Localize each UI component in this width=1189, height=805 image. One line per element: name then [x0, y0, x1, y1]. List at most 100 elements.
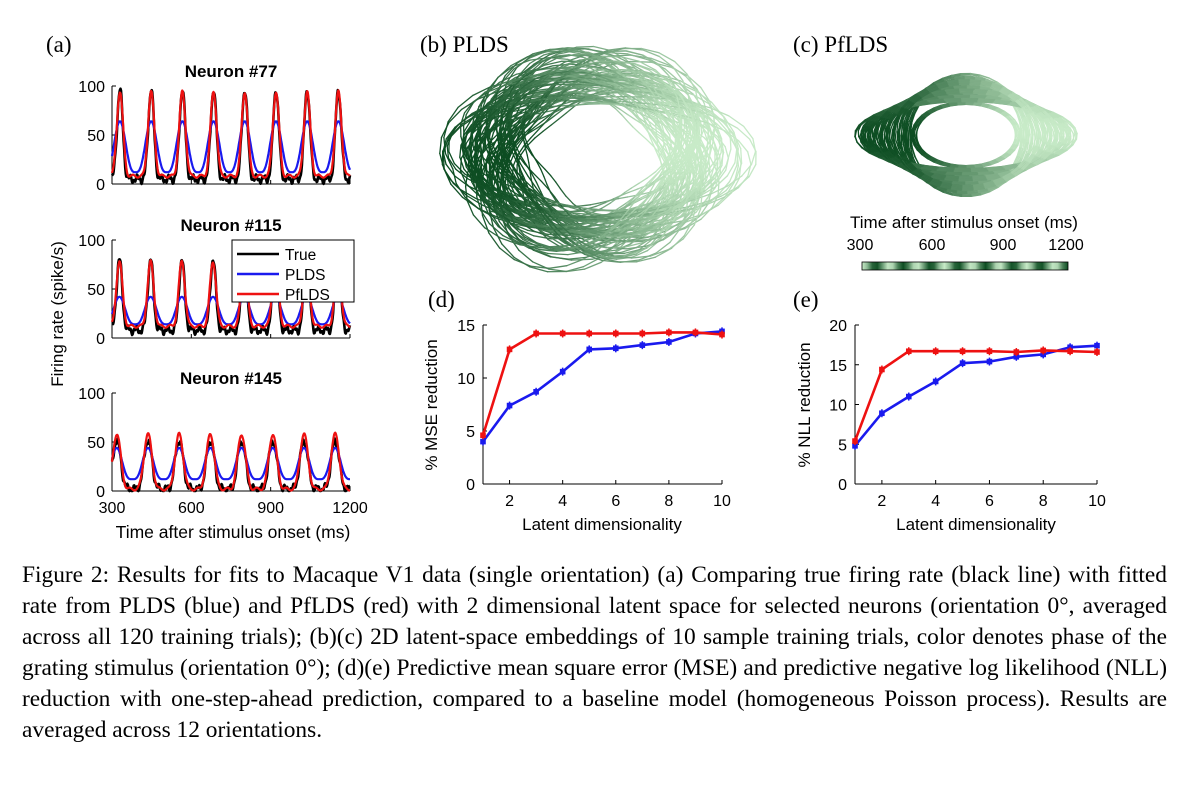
trajectory-segment — [478, 94, 490, 107]
trajectory-segment — [549, 98, 561, 106]
trajectory-segment — [934, 106, 944, 110]
trajectory-segment — [562, 238, 576, 248]
trajectory-segment — [587, 73, 606, 81]
trajectory-segment — [1017, 112, 1022, 122]
trajectory-segment — [1016, 134, 1019, 141]
trajectory-segment — [628, 218, 644, 222]
x-tick-label: 900 — [257, 500, 284, 517]
trajectory-segment — [573, 53, 594, 56]
trajectory-segment — [543, 60, 563, 67]
trajectory-segment — [505, 163, 514, 178]
trajectory-segment — [522, 238, 539, 248]
trajectory-segment — [1013, 144, 1019, 151]
trajectory-segment — [649, 100, 657, 114]
trajectory-segment — [504, 196, 509, 212]
trajectory-segment — [529, 266, 549, 273]
trajectory-segment — [565, 195, 574, 205]
trajectory-segment — [914, 105, 920, 115]
trajectory-segment — [491, 98, 506, 110]
trajectory-segment — [533, 235, 552, 240]
trajectory-segment — [639, 195, 651, 206]
trajectory-segment — [568, 216, 587, 219]
trajectory-segment — [750, 150, 757, 166]
trajectory-segment — [670, 113, 682, 124]
trajectory-segment — [578, 101, 593, 104]
trajectory-segment — [671, 199, 687, 210]
trajectory-segment — [629, 198, 642, 206]
trajectory-segment — [659, 193, 669, 207]
trajectory-segment — [511, 140, 518, 152]
trajectory-segment — [575, 45, 595, 48]
trajectory-segment — [680, 183, 683, 198]
trajectory-segment — [496, 99, 510, 110]
y-tick-label: 0 — [96, 484, 105, 501]
trajectory-segment — [442, 152, 445, 170]
trajectory-segment — [1013, 124, 1017, 131]
trajectory-segment — [512, 89, 520, 105]
trajectory-segment — [716, 135, 726, 148]
trajectory-segment — [502, 161, 509, 175]
trajectory-segment — [609, 220, 621, 231]
trajectory-segment — [981, 103, 991, 107]
trajectory-segment — [578, 212, 594, 216]
trajectory-segment — [527, 65, 542, 78]
trajectory-segment — [654, 176, 665, 191]
trajectory-segment — [465, 194, 483, 206]
trajectory-segment — [535, 181, 542, 193]
trajectory-segment — [683, 170, 688, 186]
trajectory-segment — [914, 144, 919, 151]
trajectory-segment — [592, 54, 611, 61]
trajectory-segment — [499, 173, 504, 188]
trajectory-segment — [933, 105, 943, 110]
trajectory-segment — [501, 76, 523, 85]
trajectory-segment — [476, 119, 487, 135]
trajectory-segment — [617, 196, 629, 200]
trajectory-segment — [672, 66, 684, 82]
trajectory-segment — [555, 98, 568, 104]
trajectory-segment — [990, 104, 999, 109]
trajectory-segment — [584, 91, 602, 98]
trajectory-segment — [528, 111, 536, 122]
trajectory-segment — [463, 101, 474, 114]
trajectory-segment — [658, 122, 662, 134]
trajectory-segment — [534, 65, 554, 72]
trajectory-segment — [519, 162, 529, 177]
trajectory-segment — [681, 109, 690, 124]
trajectory-segment — [686, 73, 697, 91]
trajectory-segment — [567, 244, 585, 249]
trajectory-segment — [533, 54, 551, 65]
trajectory-segment — [492, 159, 496, 174]
trajectory-segment — [601, 55, 622, 58]
trajectory-segment — [506, 128, 518, 139]
legend-box — [231, 239, 355, 303]
trajectory-segment — [987, 107, 996, 111]
trajectory-segment — [581, 61, 599, 66]
trajectory-segment — [583, 241, 605, 249]
trajectory-segment — [566, 258, 584, 267]
trajectory-segment — [472, 214, 486, 229]
trajectory-segment — [497, 159, 509, 172]
trajectory-segment — [623, 187, 633, 194]
trajectory-segment — [583, 52, 600, 60]
trajectory-segment — [472, 104, 488, 118]
trajectory-segment — [655, 241, 671, 254]
trajectory-segment — [597, 221, 612, 224]
trajectory-segment — [654, 105, 664, 117]
trajectory-segment — [567, 48, 585, 54]
trajectory-segment — [1003, 110, 1011, 117]
trajectory-segment — [910, 134, 913, 141]
trajectory-segment — [605, 246, 625, 249]
trajectory-segment — [472, 86, 492, 97]
trajectory-segment — [585, 64, 602, 69]
trajectory-segment — [682, 183, 690, 196]
panel-c-latent-trajectory — [854, 72, 1078, 198]
trajectory-segment — [670, 187, 674, 202]
legend-label-pflds: PfLDS — [285, 287, 330, 304]
trajectory-segment — [648, 76, 661, 89]
trajectory-segment — [628, 188, 639, 193]
trajectory-segment — [541, 99, 552, 109]
trajectory-segment — [579, 228, 597, 234]
trajectory-segment — [687, 110, 691, 129]
trajectory-segment — [529, 54, 545, 65]
